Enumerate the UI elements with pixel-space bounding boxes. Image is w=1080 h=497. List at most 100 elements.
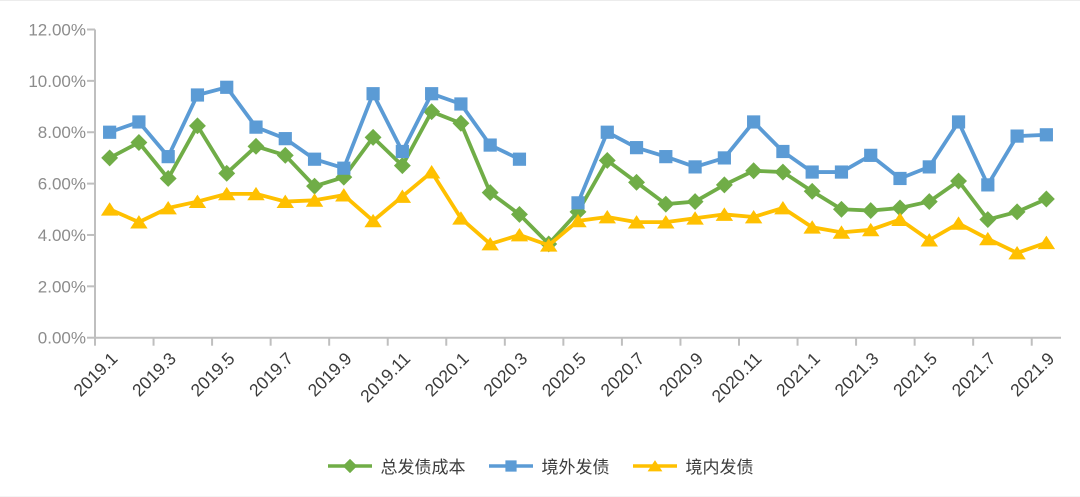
triangle-marker [510,227,529,242]
square-marker [454,97,468,111]
triangle-marker [188,194,207,208]
triangle-marker [627,215,646,229]
y-axis-labels: 0.00% 2.00% 4.00% 6.00% 8.00% 10.00% 12.00% [28,21,86,348]
triangle-marker [1008,245,1026,260]
square-marker [161,150,175,164]
blue-square-legend-marker-icon [488,459,533,472]
x-axis-tick-label: 2021.3 [831,348,883,400]
triangle-marker [481,236,499,251]
diamond-marker [862,202,880,220]
square-marker [425,87,439,101]
triangle-marker [715,207,734,221]
square-marker [337,161,351,175]
diamond-marker [306,177,323,195]
triangle-marker [364,213,382,228]
triangle-marker [335,188,353,202]
triangle-marker [276,194,294,208]
triangle-marker [803,220,821,234]
triangle-marker [569,213,587,228]
diamond-marker [130,134,148,151]
diamond-marker [364,128,382,146]
square-marker [571,196,585,210]
diamond-marker [393,157,411,175]
diamond-marker [101,149,119,167]
y-axis-tick-label: 6.00% [38,175,86,194]
y-axis-tick-label: 4.00% [38,226,86,245]
diamond-marker [833,200,850,218]
triangle-marker [1037,235,1056,250]
square-marker [366,87,380,101]
x-axis-tick-label: 2019.7 [245,348,297,400]
y-axis-tick-label: 10.00% [28,72,86,91]
triangle-marker [979,231,997,246]
diamond-marker [920,193,938,211]
y-axis-tick-label: 8.00% [38,123,86,142]
square-marker [103,125,117,139]
triangle-marker [862,222,880,237]
x-axis-tick-label: 2021.5 [889,348,941,400]
triangle-marker [949,216,968,230]
diamond-marker [452,114,470,132]
legend-item-domestic-issuance: 境内发债 [632,453,754,478]
square-marker [629,141,644,155]
legend-item-offshore-issuance: 境外发债 [488,453,610,478]
square-marker [220,80,234,94]
square-marker [307,152,322,166]
diamond-marker [950,172,967,190]
diamond-marker [657,195,675,213]
x-axis-labels: 2019.1 2019.3 2019.5 2019.7 2019.9 2019.11 202… [69,348,1058,406]
diamond-marker [686,193,704,211]
x-axis-tick-label: 2020.3 [479,348,531,400]
triangle-marker [218,186,236,201]
triangle-marker [422,165,441,179]
y-axis-tick-label: 0.00% [38,329,86,348]
diamond-marker [189,117,206,135]
triangle-marker [540,238,558,252]
diamond-marker [247,137,265,155]
diamond-marker [745,162,763,180]
x-axis-tick-label: 2020.1 [421,348,473,400]
yellow-triangle-legend-marker-icon [632,459,677,471]
diamond-marker [803,182,821,200]
diamond-marker [774,163,792,181]
square-marker [688,160,702,174]
legend-diamond [342,458,357,473]
triangle-marker [130,215,148,229]
square-marker [395,144,409,159]
x-axis-tick-label: 2020.7 [596,348,648,400]
diamond-marker [511,205,528,223]
triangle-marker [774,201,792,215]
square-marker [1039,128,1053,142]
square-marker [190,88,205,102]
legend-item-total-issuance-cost: 总发债成本 [327,453,466,478]
x-axis-tick-label: 2019.1 [69,348,121,400]
x-axis-tick-label: 2019.9 [304,348,356,400]
legend-label-offshore-issuance: 境外发债 [541,458,610,477]
x-axis-tick-label: 2020.11 [708,348,766,406]
line-chart-plot-area: 0.00% 2.00% 4.00% 6.00% 8.00% 10.00% 12.00% 201… [28,21,1061,406]
legend-square [504,459,517,472]
series-境内发债 [100,165,1056,260]
legend-label-domestic-issuance: 境内发债 [685,458,754,477]
diamond-marker [628,173,645,191]
triangle-marker [393,189,412,203]
y-axis-tick-label: 12.00% [28,21,86,40]
square-marker [951,115,966,129]
square-marker [922,160,936,174]
square-marker [249,120,263,134]
triangle-marker [920,233,938,247]
square-marker [893,171,907,186]
series-境外发债 [103,80,1053,210]
square-marker [981,178,995,192]
x-axis-tick-label: 2021.1 [772,348,824,400]
x-axis-tick-label: 2021.9 [1006,348,1058,400]
square-marker [1010,129,1024,143]
diamond-marker [159,170,177,187]
triangle-marker [159,201,177,215]
legend-triangle [647,459,662,471]
square-marker [512,152,527,166]
diamond-marker [1037,190,1055,208]
x-axis-tick-label: 2019.11 [356,348,414,406]
diamond-marker [979,211,997,229]
